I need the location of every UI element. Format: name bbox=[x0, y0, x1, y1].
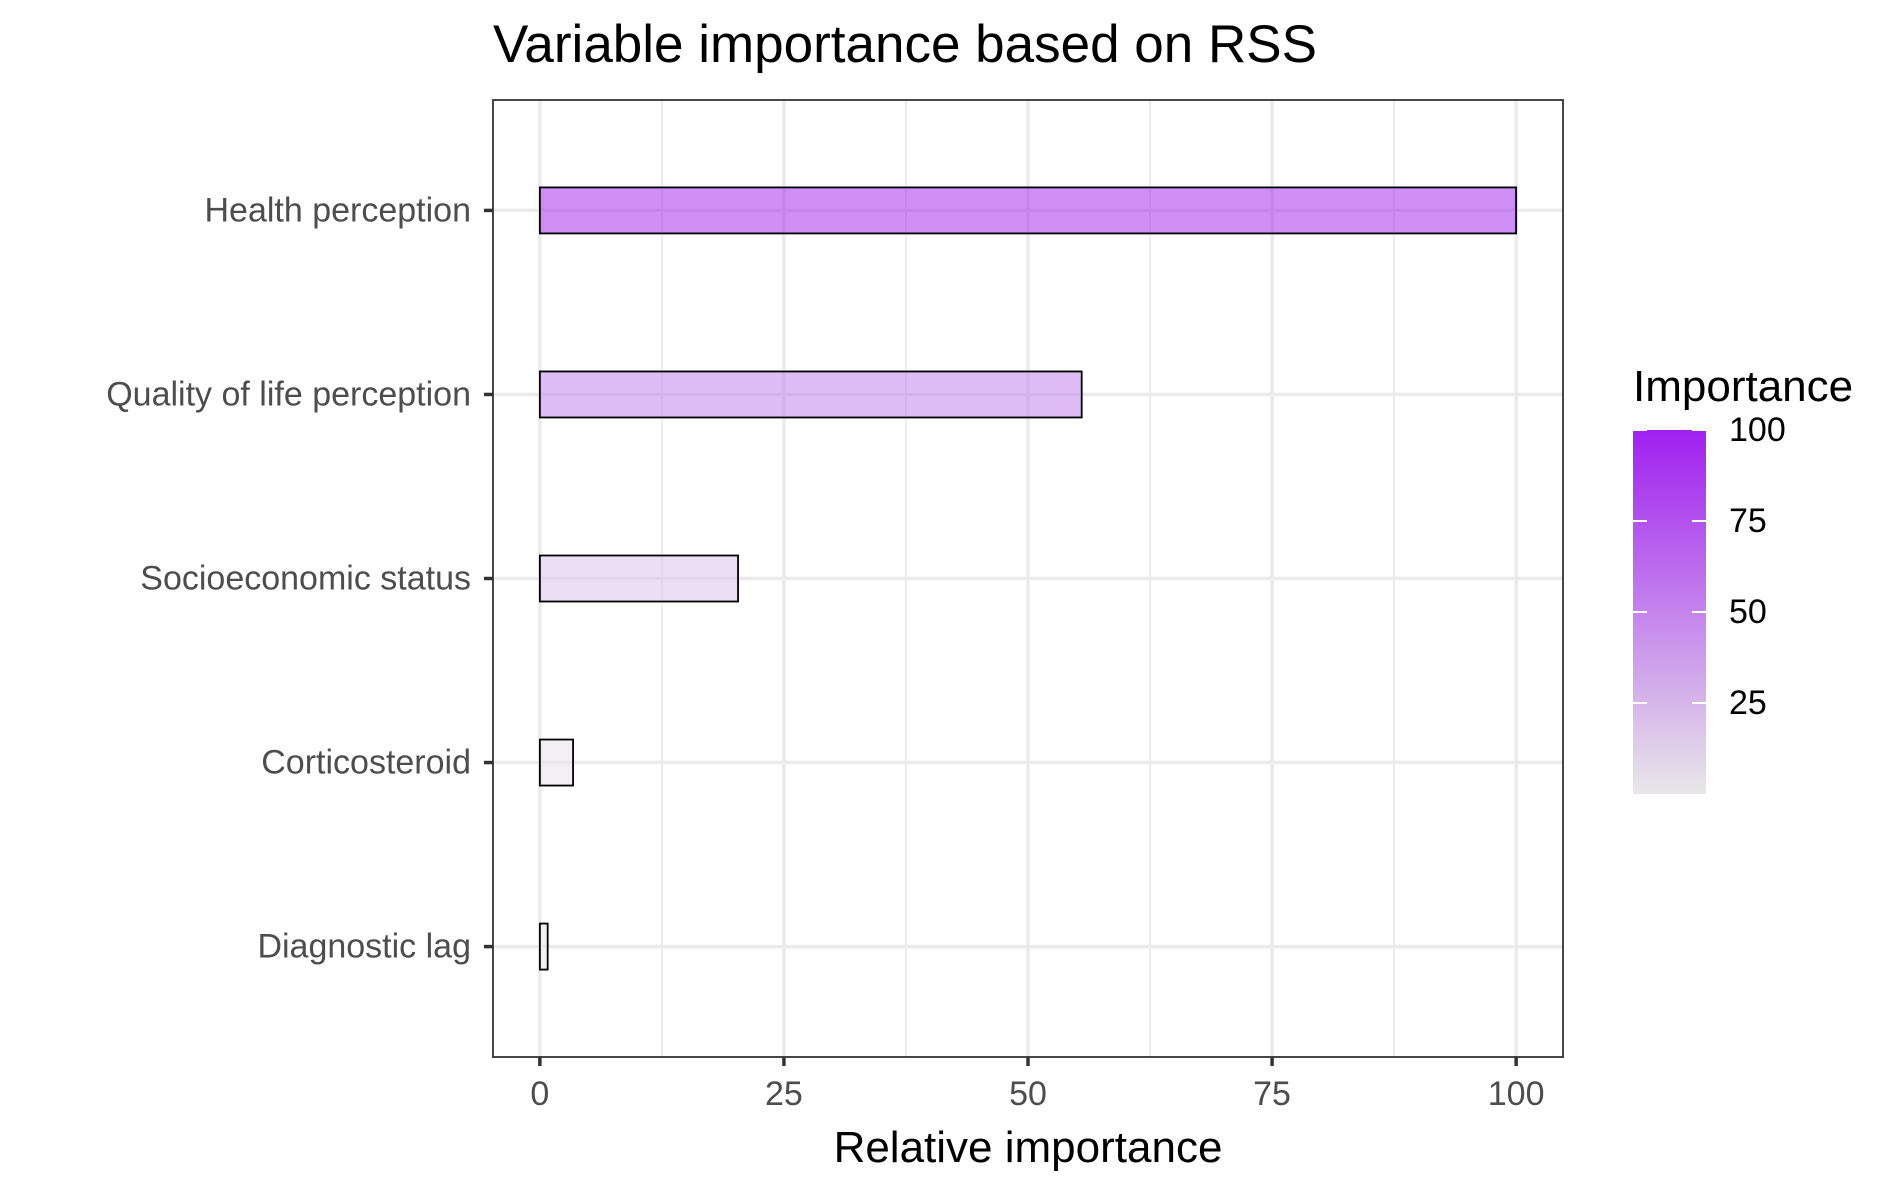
x-tick-label: 25 bbox=[765, 1075, 803, 1113]
bar-socioeconomic-status bbox=[538, 554, 739, 603]
legend-tick-label: 100 bbox=[1729, 411, 1786, 449]
x-tick-label: 50 bbox=[1009, 1075, 1047, 1113]
y-tick-label: Health perception bbox=[204, 191, 471, 229]
chart-title: Variable importance based on RSS bbox=[493, 15, 1317, 74]
legend-ticks: 25 50 75 100 bbox=[1633, 411, 1786, 722]
legend-tick-label: 50 bbox=[1729, 593, 1767, 631]
legend-title: Importance bbox=[1633, 362, 1853, 411]
bar-quality-of-life-perception bbox=[538, 370, 1083, 419]
bar-health-perception bbox=[538, 186, 1518, 235]
x-tick-label: 100 bbox=[1488, 1075, 1545, 1113]
y-tick-label: Diagnostic lag bbox=[257, 928, 471, 966]
legend-tick-label: 75 bbox=[1729, 502, 1767, 540]
y-axis: Health perception Quality of life percept… bbox=[106, 191, 493, 966]
bar-diagnostic-lag bbox=[538, 922, 549, 971]
x-axis: 0 25 50 75 100 bbox=[530, 1057, 1545, 1113]
bars bbox=[538, 186, 1518, 971]
y-tick-label: Corticosteroid bbox=[261, 744, 471, 782]
legend: Importance 25 50 75 100 bbox=[1633, 362, 1853, 794]
y-tick-label: Quality of life perception bbox=[106, 375, 471, 413]
x-axis-title: Relative importance bbox=[834, 1123, 1223, 1172]
bar-corticosteroid bbox=[538, 738, 574, 787]
legend-tick-label: 25 bbox=[1729, 684, 1767, 722]
y-tick-label: Socioeconomic status bbox=[140, 560, 471, 598]
x-tick-label: 0 bbox=[530, 1075, 549, 1113]
x-tick-label: 75 bbox=[1253, 1075, 1291, 1113]
